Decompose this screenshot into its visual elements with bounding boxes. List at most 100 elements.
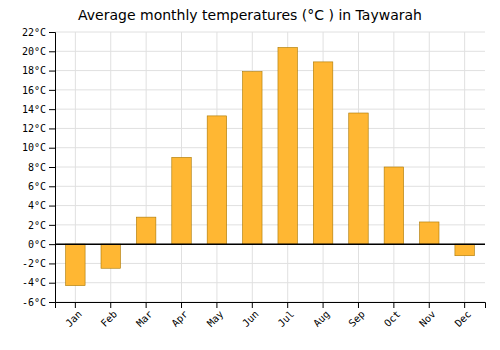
tick-label: Jun	[240, 308, 261, 329]
bar	[278, 47, 297, 244]
tick-mark	[323, 302, 324, 308]
grid-line	[55, 244, 485, 245]
tick-mark	[429, 302, 430, 308]
tick-label: 8°C	[28, 162, 46, 173]
bar	[455, 244, 474, 256]
tick-label: Feb	[99, 308, 120, 329]
tick-mark	[110, 302, 111, 308]
bar	[384, 167, 403, 244]
bar	[207, 116, 226, 244]
tick-label: -2°C	[22, 258, 46, 269]
tick-mark	[75, 302, 76, 308]
tick: 6°C	[28, 181, 55, 192]
bar	[172, 157, 191, 244]
chart: -6°C -4°C -2°C 0°C 2°C 4°C 6°C 8°C 10°C 12°C 14°C 1…	[0, 0, 500, 350]
x-axis: Jan Feb Mar Apr May Jun Jul Aug Sep Oct Nov Dec	[56, 302, 486, 329]
tick: 2°C	[28, 220, 55, 231]
bar	[243, 72, 262, 245]
axis-line	[49, 33, 56, 303]
grid-line	[55, 70, 485, 71]
tick-label: -6°C	[22, 297, 46, 308]
title: Average monthly temperatures (°C ) in Ta…	[78, 7, 422, 23]
grid-line	[55, 32, 485, 33]
tick-mark	[49, 283, 55, 284]
bar	[420, 222, 439, 244]
tick-label: Aug	[311, 308, 332, 329]
tick: Mar	[134, 302, 155, 329]
tick-mark	[216, 302, 217, 308]
tick-label: Nov	[417, 308, 438, 329]
tick-label: Jan	[63, 308, 84, 329]
tick-label: Dec	[453, 308, 474, 329]
grid-line	[55, 282, 485, 283]
tick-label: Jul	[276, 308, 297, 329]
tick: 22°C	[22, 27, 55, 38]
axis-line	[56, 303, 486, 309]
tick-label: -4°C	[22, 277, 46, 288]
tick: Jan	[63, 302, 84, 329]
grid-line	[429, 32, 430, 302]
bar	[349, 113, 368, 244]
tick-label: 20°C	[22, 46, 46, 57]
tick: 20°C	[22, 46, 55, 57]
tick-label: Mar	[134, 308, 155, 329]
tick: Dec	[453, 302, 474, 329]
tick-mark	[146, 302, 147, 308]
tick: Feb	[99, 302, 120, 329]
tick-label: 0°C	[28, 239, 46, 250]
grid-line	[55, 128, 485, 129]
tick-mark	[358, 302, 359, 308]
bar	[136, 217, 155, 244]
tick: 4°C	[28, 200, 55, 211]
tick-mark	[49, 206, 55, 207]
tick-label: 4°C	[28, 200, 46, 211]
tick: 12°C	[22, 123, 55, 134]
tick: Sep	[346, 302, 367, 329]
tick: Aug	[311, 302, 332, 329]
tick: -6°C	[22, 297, 55, 308]
tick: Apr	[169, 302, 190, 329]
tick-label: 22°C	[22, 27, 46, 38]
grid-line	[55, 51, 485, 52]
tick-label: 12°C	[22, 123, 46, 134]
tick-label: May	[205, 308, 226, 329]
tick-mark	[49, 186, 55, 187]
tick-mark	[464, 302, 465, 308]
tick: 10°C	[22, 142, 55, 153]
tick-label: Sep	[346, 308, 367, 329]
y-axis: -6°C -4°C -2°C 0°C 2°C 4°C 6°C 8°C 10°C 12°C 14°C 1…	[22, 27, 56, 308]
tick-label: 2°C	[28, 220, 46, 231]
tick-label: Apr	[169, 308, 190, 329]
tick-mark	[49, 302, 55, 303]
grid-line	[464, 32, 465, 302]
tick-mark	[49, 71, 55, 72]
grid	[55, 32, 485, 302]
tick-mark	[49, 167, 55, 168]
zero-line	[55, 243, 485, 245]
tick-mark	[49, 90, 55, 91]
tick: 14°C	[22, 104, 55, 115]
tick-mark	[49, 32, 55, 33]
bars	[66, 47, 475, 285]
grid-line	[55, 109, 485, 110]
tick: 8°C	[28, 162, 55, 173]
grid-line	[146, 32, 147, 302]
tick-label: Oct	[382, 308, 403, 329]
tick-label: 16°C	[22, 85, 46, 96]
tick-mark	[181, 302, 182, 308]
tick: -2°C	[22, 258, 55, 269]
bar	[66, 244, 85, 285]
plot: -6°C -4°C -2°C 0°C 2°C 4°C 6°C 8°C 10°C 12°C 14°C 1…	[22, 27, 486, 329]
grid-line	[55, 89, 485, 90]
tick: 0°C	[28, 239, 55, 250]
tick-mark	[393, 302, 394, 308]
tick-mark	[49, 128, 55, 129]
tick-mark	[49, 51, 55, 52]
tick-mark	[287, 302, 288, 308]
tick: 16°C	[22, 85, 55, 96]
tick: -4°C	[22, 277, 55, 288]
tick: 18°C	[22, 65, 55, 76]
grid-line	[55, 205, 485, 206]
tick-mark	[49, 109, 55, 110]
tick-label: 10°C	[22, 142, 46, 153]
